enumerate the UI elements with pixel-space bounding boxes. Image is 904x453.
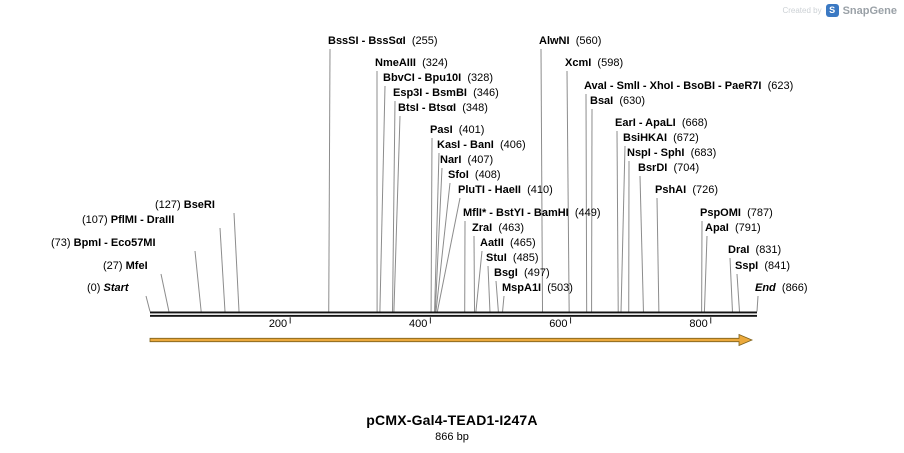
site-connector-line (620, 145, 626, 312)
feature-arrow (149, 333, 754, 347)
site-connector-line (194, 250, 202, 312)
site-connector-line (585, 93, 588, 312)
site-connector-line (540, 48, 544, 312)
site-connector-line (434, 167, 443, 312)
site-connector-line (435, 182, 451, 312)
site-connector-line (616, 130, 619, 312)
site-connector-line (656, 197, 660, 312)
snapgene-logo-icon: S (825, 4, 839, 17)
site-connector-line (473, 235, 476, 312)
created-by-text: Created by (782, 6, 822, 15)
site-connector-line (430, 137, 433, 312)
site-connector-line (729, 257, 733, 312)
site-connector-line (393, 115, 401, 312)
site-connector-line (328, 48, 331, 312)
site-connector-line (219, 227, 226, 312)
site-connector-line (233, 212, 240, 312)
site-connector-line (487, 265, 491, 312)
site-connector-line (639, 175, 644, 312)
site-connector-line (495, 280, 499, 312)
site-connector-line (145, 295, 151, 312)
site-connector-line (379, 85, 386, 312)
construct-title: pCMX-Gal4-TEAD1-I247A (366, 412, 538, 428)
snapgene-brand-text: SnapGene (842, 4, 897, 17)
site-connector-line (160, 273, 170, 312)
site-connector-line (703, 235, 708, 312)
sequence-line-bottom (150, 314, 757, 317)
watermark: Created by S SnapGene (782, 4, 897, 17)
site-connector-line (475, 250, 483, 312)
sequence-line-top (150, 311, 757, 314)
construct-length: 866 bp (435, 431, 469, 443)
site-connector-line (434, 152, 440, 312)
site-connector-line (436, 197, 461, 312)
site-connector-line (736, 273, 740, 312)
site-connector-line (566, 70, 570, 312)
site-connector-line (756, 295, 759, 312)
site-connector-line (502, 295, 505, 312)
site-connector-line (392, 100, 396, 312)
